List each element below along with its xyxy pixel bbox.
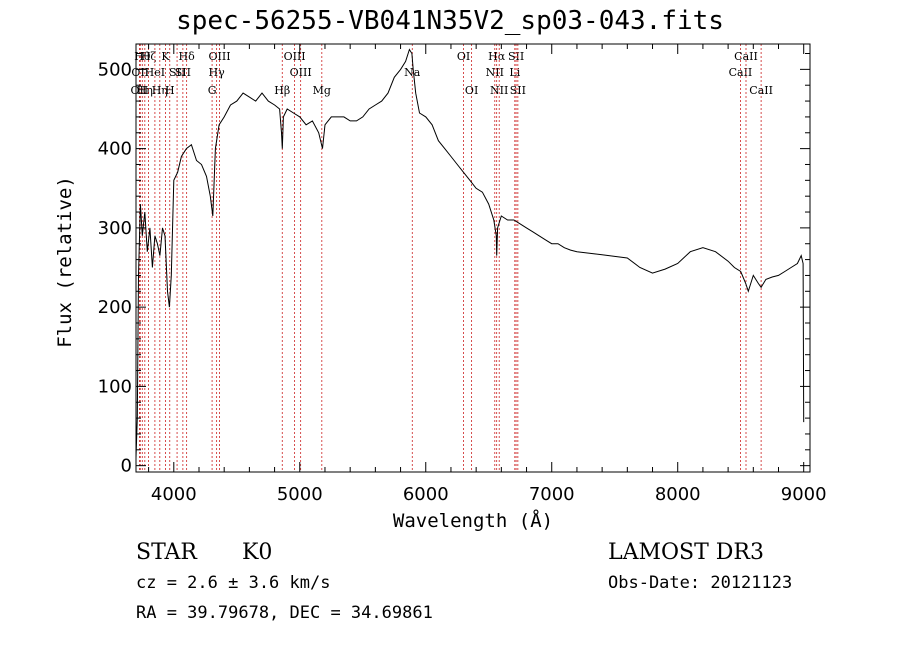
y-tick-label: 300 [98, 218, 132, 239]
x-axis-label: Wavelength (Å) [392, 510, 554, 532]
line-label: Li [509, 66, 520, 79]
x-tick-label: 5000 [277, 484, 323, 505]
line-label: G [208, 84, 217, 97]
line-label: OIII [208, 50, 230, 63]
survey-label: LAMOST DR3 [608, 540, 764, 565]
chart-title: spec-56255-VB041N35V2_sp03-043.fits [176, 6, 724, 36]
line-label: SII [175, 66, 191, 79]
subclass-label: K0 [242, 540, 273, 565]
line-label: SII [510, 84, 526, 97]
line-label: OIII [290, 66, 312, 79]
line-label: SII [169, 66, 185, 79]
line-label: Hη [152, 84, 168, 97]
spectrum-line [135, 48, 805, 458]
redshift-text: cz = 2.6 ± 3.6 km/s [136, 573, 331, 593]
coords-text: RA = 39.79678, DEC = 34.69861 [136, 603, 433, 623]
x-tick-label: 9000 [781, 484, 827, 505]
y-tick-label: 200 [98, 297, 132, 318]
class-label: STAR [136, 540, 197, 565]
line-label: NII [486, 66, 504, 79]
line-label: K [161, 50, 170, 63]
line-label: H [165, 84, 175, 97]
x-tick-label: 8000 [655, 484, 701, 505]
line-label: Hη [137, 84, 153, 97]
x-tick-label: 6000 [403, 484, 449, 505]
line-label: NII [490, 84, 508, 97]
line-label: Hζ [141, 50, 157, 63]
line-label: Hγ [209, 66, 226, 79]
line-label: Hα [488, 50, 506, 63]
line-label: Hβ [274, 84, 290, 97]
line-label: CaII [729, 66, 753, 79]
line-label: Na [404, 66, 421, 79]
line-label: CaII [749, 84, 773, 97]
line-label: CaII [734, 50, 758, 63]
line-label: OI [465, 84, 478, 97]
x-tick-label: 4000 [151, 484, 197, 505]
x-tick-label: 7000 [529, 484, 575, 505]
y-tick-label: 400 [98, 139, 132, 160]
line-label: Hδ [179, 50, 196, 63]
y-tick-label: 500 [98, 59, 132, 80]
plot-frame [135, 43, 811, 473]
obs-date-text: Obs-Date: 20121123 [608, 573, 793, 593]
axis-ticks: 4000 5000 6000 7000 8000 9000 0 100 200 300 400 500 [98, 44, 827, 505]
y-axis-label: Flux (relative) [54, 176, 76, 348]
line-label: SII [508, 50, 524, 63]
line-label: HeI [145, 66, 165, 79]
line-label: OI [457, 50, 470, 63]
line-label: OIII [284, 50, 306, 63]
y-tick-label: 100 [98, 376, 132, 397]
line-label: OII [131, 84, 149, 97]
y-tick-label: 0 [121, 456, 132, 477]
line-label: Mg [313, 84, 331, 97]
